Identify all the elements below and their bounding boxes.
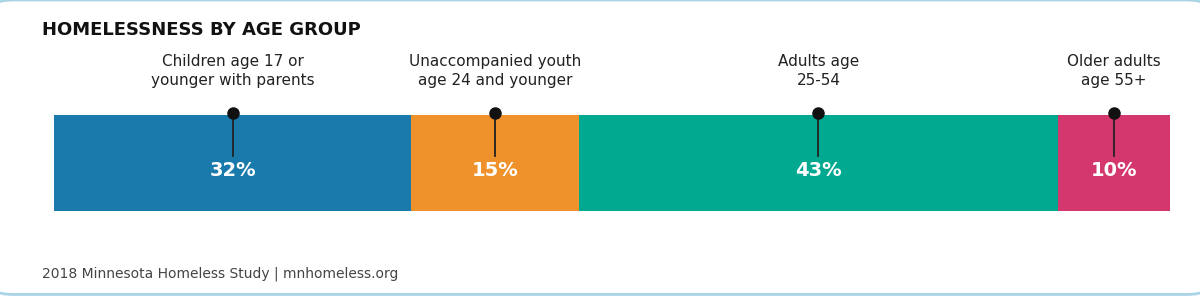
Bar bbox=[578, 115, 1058, 211]
Text: HOMELESSNESS BY AGE GROUP: HOMELESSNESS BY AGE GROUP bbox=[42, 21, 361, 39]
Text: Children age 17 or
younger with parents: Children age 17 or younger with parents bbox=[151, 54, 314, 88]
Bar bbox=[412, 115, 578, 211]
Text: 15%: 15% bbox=[472, 161, 518, 180]
Text: 43%: 43% bbox=[796, 161, 841, 180]
Text: 10%: 10% bbox=[1091, 161, 1138, 180]
Text: Unaccompanied youth
age 24 and younger: Unaccompanied youth age 24 and younger bbox=[409, 54, 581, 88]
Text: 32%: 32% bbox=[209, 161, 256, 180]
Text: Older adults
age 55+: Older adults age 55+ bbox=[1067, 54, 1162, 88]
Bar bbox=[54, 115, 412, 211]
Text: 2018 Minnesota Homeless Study | mnhomeless.org: 2018 Minnesota Homeless Study | mnhomele… bbox=[42, 266, 398, 281]
FancyBboxPatch shape bbox=[0, 0, 1200, 294]
Bar bbox=[1058, 115, 1170, 211]
Text: Adults age
25-54: Adults age 25-54 bbox=[778, 54, 859, 88]
